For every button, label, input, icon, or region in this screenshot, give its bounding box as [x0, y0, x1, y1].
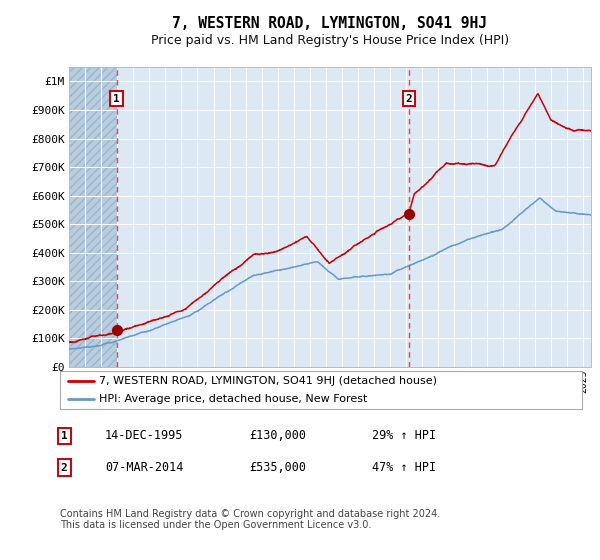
Text: 2: 2 [406, 94, 413, 104]
Text: Price paid vs. HM Land Registry's House Price Index (HPI): Price paid vs. HM Land Registry's House … [151, 34, 509, 47]
Text: £535,000: £535,000 [249, 461, 306, 474]
Text: 7, WESTERN ROAD, LYMINGTON, SO41 9HJ: 7, WESTERN ROAD, LYMINGTON, SO41 9HJ [173, 16, 487, 31]
Text: 2: 2 [61, 463, 68, 473]
Text: 14-DEC-1995: 14-DEC-1995 [105, 429, 184, 442]
Text: 1: 1 [113, 94, 120, 104]
Text: 7, WESTERN ROAD, LYMINGTON, SO41 9HJ (detached house): 7, WESTERN ROAD, LYMINGTON, SO41 9HJ (de… [99, 376, 437, 386]
Text: 47% ↑ HPI: 47% ↑ HPI [372, 461, 436, 474]
Text: £130,000: £130,000 [249, 429, 306, 442]
Text: Contains HM Land Registry data © Crown copyright and database right 2024.
This d: Contains HM Land Registry data © Crown c… [60, 509, 440, 530]
Bar [69, 67, 116, 367]
Text: 1: 1 [61, 431, 68, 441]
Text: 29% ↑ HPI: 29% ↑ HPI [372, 429, 436, 442]
Text: 07-MAR-2014: 07-MAR-2014 [105, 461, 184, 474]
Text: HPI: Average price, detached house, New Forest: HPI: Average price, detached house, New … [99, 394, 368, 404]
